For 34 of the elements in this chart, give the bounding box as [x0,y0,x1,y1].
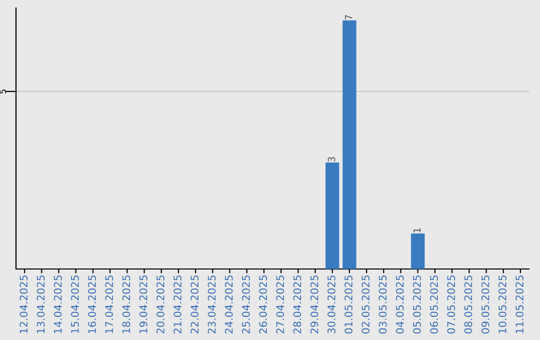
x-tick-label: 16.04.2025 [88,275,96,334]
data-label: 3 [328,157,336,162]
x-tick-label: 23.04.2025 [208,275,216,334]
x-tick-label: 14.04.2025 [54,275,62,334]
x-tick-label: 07.05.2025 [447,275,456,334]
x-tick-label: 10.05.2025 [498,275,506,334]
x-tick-label: 21.04.2025 [174,275,182,334]
x-tick-label: 13.04.2025 [36,275,45,334]
x-tick-label: 03.05.2025 [378,275,387,334]
x-tick-label: 17.04.2025 [105,275,114,334]
x-tick-label: 29.04.2025 [310,275,318,334]
x-tick-label: 24.04.2025 [224,275,233,334]
x-tick-label: 30.04.2025 [327,275,336,334]
x-tick-label: 08.05.2025 [464,275,472,334]
x-tick-label: 22.04.2025 [190,275,199,334]
x-tick-label: 06.05.2025 [430,275,438,334]
x-tick-label: 26.04.2025 [259,275,267,334]
x-tick-label: 20.04.2025 [156,275,164,334]
x-tick-label: 02.05.2025 [362,275,370,334]
x-tick-label: 01.05.2025 [344,275,352,334]
x-tick-label: 09.05.2025 [481,275,490,334]
x-tick-label: 25.04.2025 [242,275,250,334]
data-label: 7 [345,15,352,20]
x-tick-label: 18.04.2025 [122,275,130,334]
x-tick-label: 27.04.2025 [276,275,284,334]
x-tick-label: 04.05.2025 [396,275,404,334]
x-tick-label: 11.05.2025 [516,275,524,334]
x-tick-label: 12.04.2025 [20,275,28,334]
ref-line-label: 5 [0,90,6,94]
data-label: 1 [413,228,421,232]
x-tick-label: 19.04.2025 [139,275,148,334]
x-tick-label: 28.04.2025 [293,275,302,334]
x-tick-label: 15.04.2025 [70,275,79,334]
x-tick-label: 05.05.2025 [412,275,421,334]
